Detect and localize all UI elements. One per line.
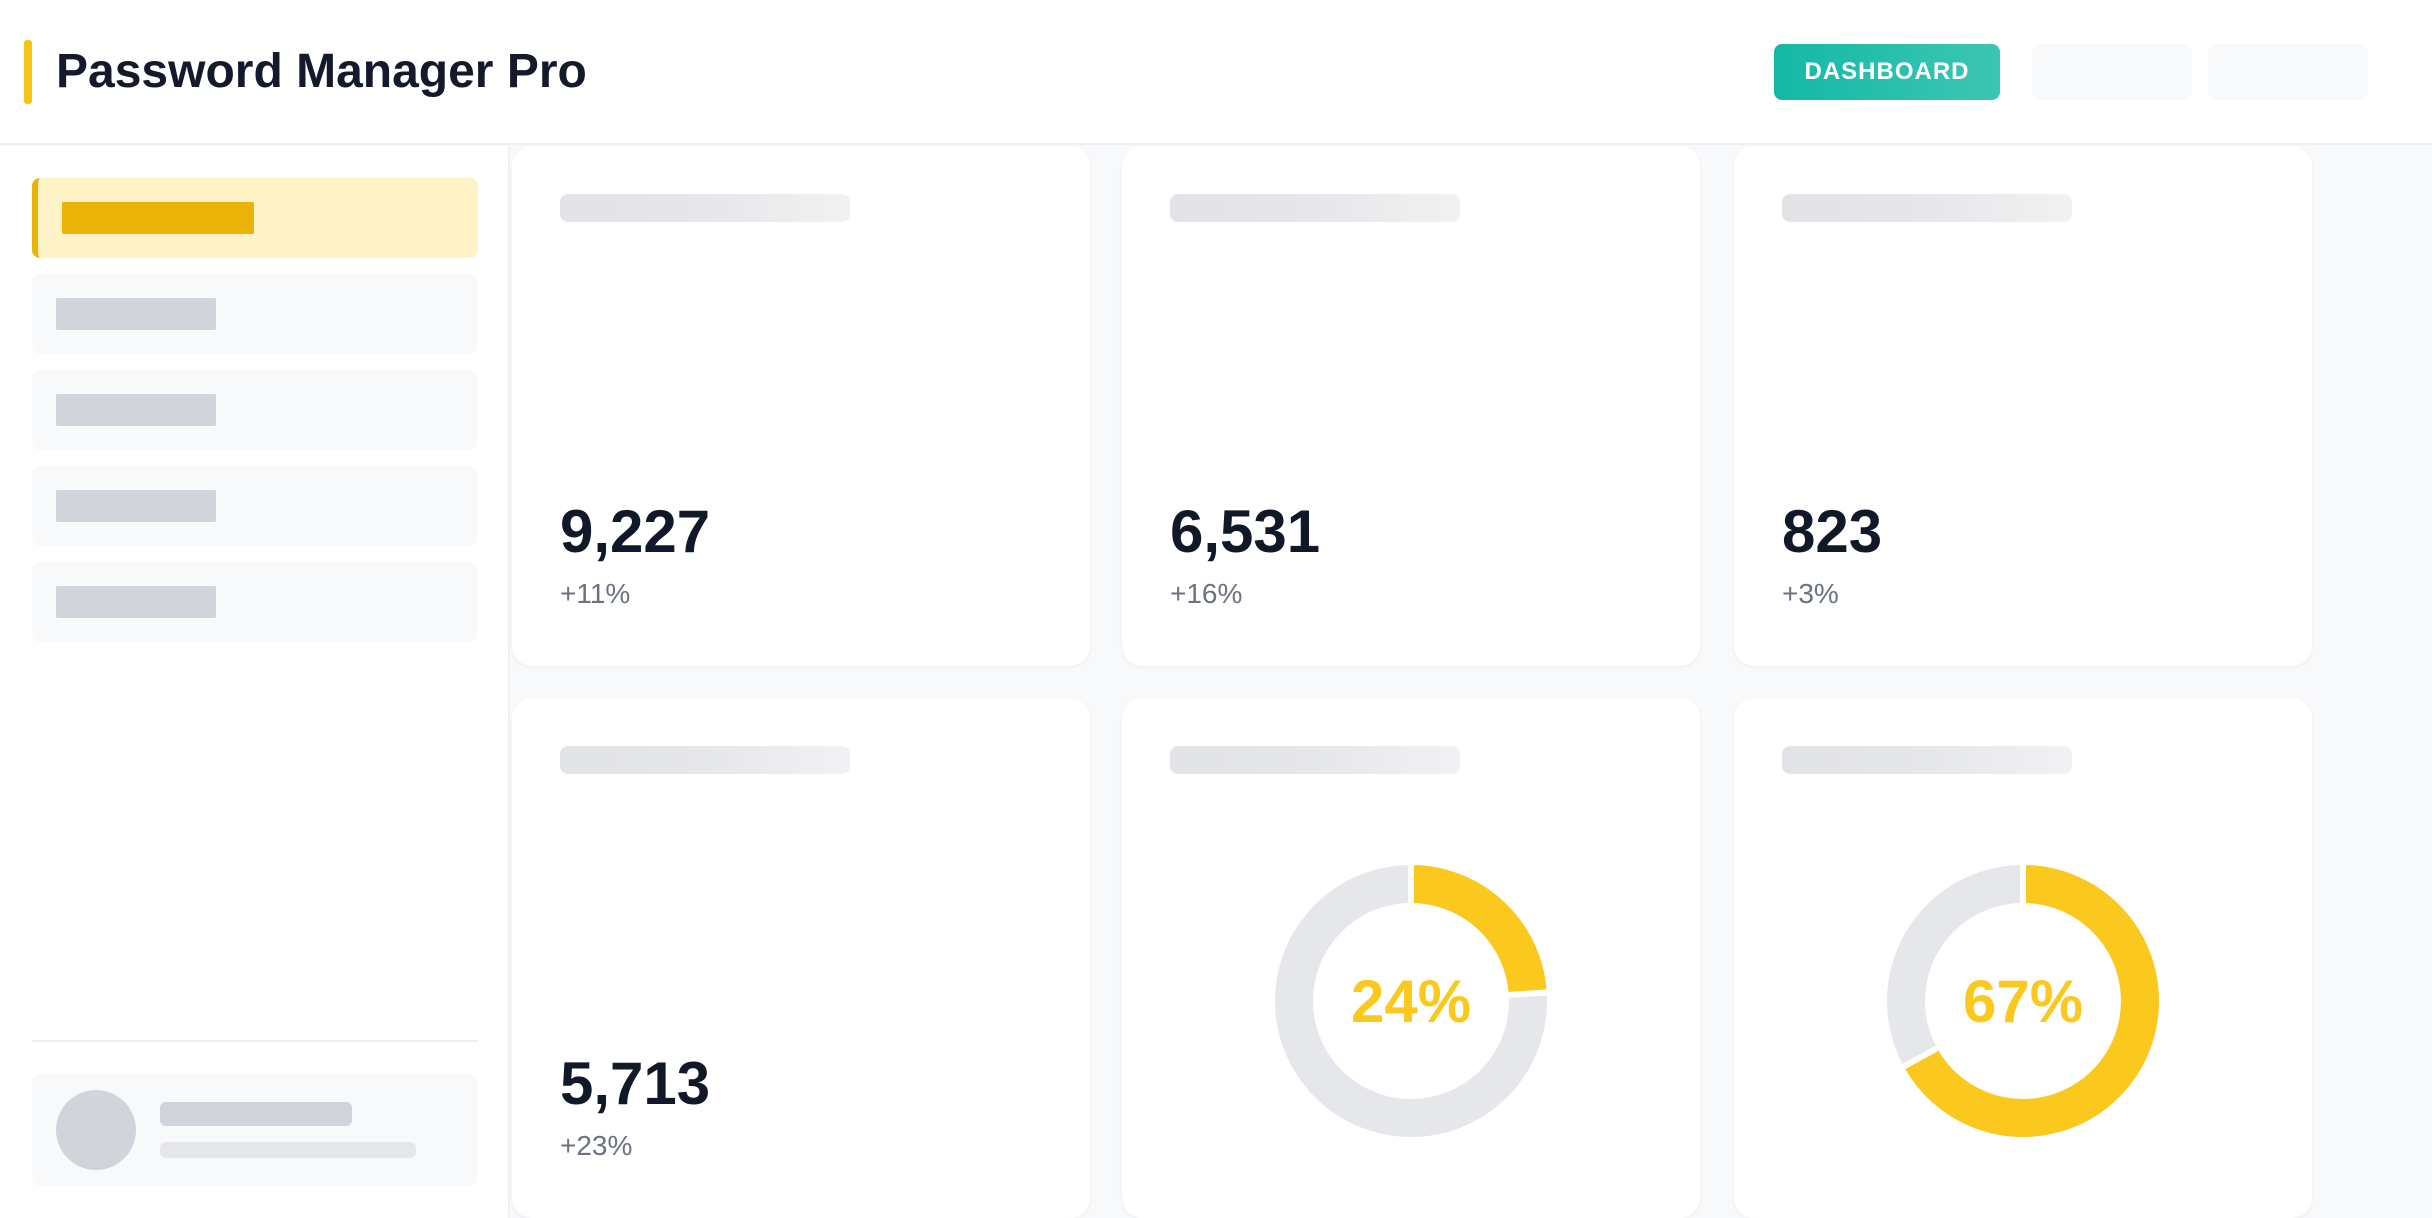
donut-svg	[1275, 865, 1547, 1137]
card-title-placeholder	[1170, 194, 1460, 222]
sidebar-item-label-placeholder	[56, 586, 216, 618]
stat-value: 823	[1782, 498, 1883, 565]
nav-button-placeholder[interactable]	[2032, 44, 2192, 100]
stat-change: +11%	[560, 578, 631, 609]
card-title-placeholder	[1782, 746, 2072, 774]
sidebar-item[interactable]	[32, 562, 478, 642]
donut-arc	[1410, 865, 1547, 996]
sidebar-item-label-placeholder	[56, 490, 216, 522]
card-title-placeholder	[560, 746, 850, 774]
card-title-placeholder	[1170, 746, 1460, 774]
donut-percent-label: 24%	[1350, 967, 1472, 1035]
donut-arc	[1903, 865, 2159, 1137]
stat-change: +16%	[1170, 578, 1243, 609]
user-name-placeholder	[160, 1102, 352, 1126]
stat-value: 9,227	[560, 498, 711, 565]
sidebar-divider	[32, 1040, 478, 1042]
sidebar	[0, 146, 510, 1218]
sidebar-item-label-placeholder	[56, 298, 216, 330]
donut-gap-end	[1902, 1045, 1939, 1070]
donut-chart: 24%	[1274, 864, 1548, 1138]
user-profile-card[interactable]	[32, 1074, 478, 1186]
avatar[interactable]	[56, 1090, 136, 1170]
sidebar-item-label-placeholder	[62, 202, 254, 234]
card-title-placeholder	[1782, 194, 2072, 222]
stat-value: 5,713	[560, 1050, 711, 1117]
top-header: Password Manager Pro DASHBOARD	[0, 0, 2432, 145]
card-title-placeholder	[560, 194, 850, 222]
donut-svg	[1887, 865, 2159, 1137]
sidebar-item[interactable]	[32, 370, 478, 450]
sidebar-item-active[interactable]	[32, 178, 478, 258]
sidebar-item[interactable]	[32, 274, 478, 354]
stat-card: 9,227 +11%	[512, 146, 1090, 666]
donut-percent-label: 67%	[1962, 967, 2084, 1035]
donut-card: 24%	[1122, 698, 1700, 1218]
sidebar-item-label-placeholder	[56, 394, 216, 426]
app-title: Password Manager Pro	[56, 45, 587, 98]
stat-change: +3%	[1782, 578, 1839, 609]
stat-change: +23%	[560, 1130, 633, 1161]
user-detail-placeholder	[160, 1142, 416, 1158]
stat-card: 6,531 +16%	[1122, 146, 1700, 666]
stat-card: 5,713 +23%	[512, 698, 1090, 1218]
nav-dashboard-button[interactable]: DASHBOARD	[1774, 44, 2000, 100]
donut-card: 67%	[1734, 698, 2312, 1218]
stat-value: 6,531	[1170, 498, 1321, 565]
nav-button-placeholder[interactable]	[2208, 44, 2368, 100]
header-accent-bar	[24, 40, 32, 104]
donut-chart: 67%	[1886, 864, 2160, 1138]
sidebar-item[interactable]	[32, 466, 478, 546]
stat-card: 823 +3%	[1734, 146, 2312, 666]
donut-gap-end	[1508, 989, 1547, 998]
